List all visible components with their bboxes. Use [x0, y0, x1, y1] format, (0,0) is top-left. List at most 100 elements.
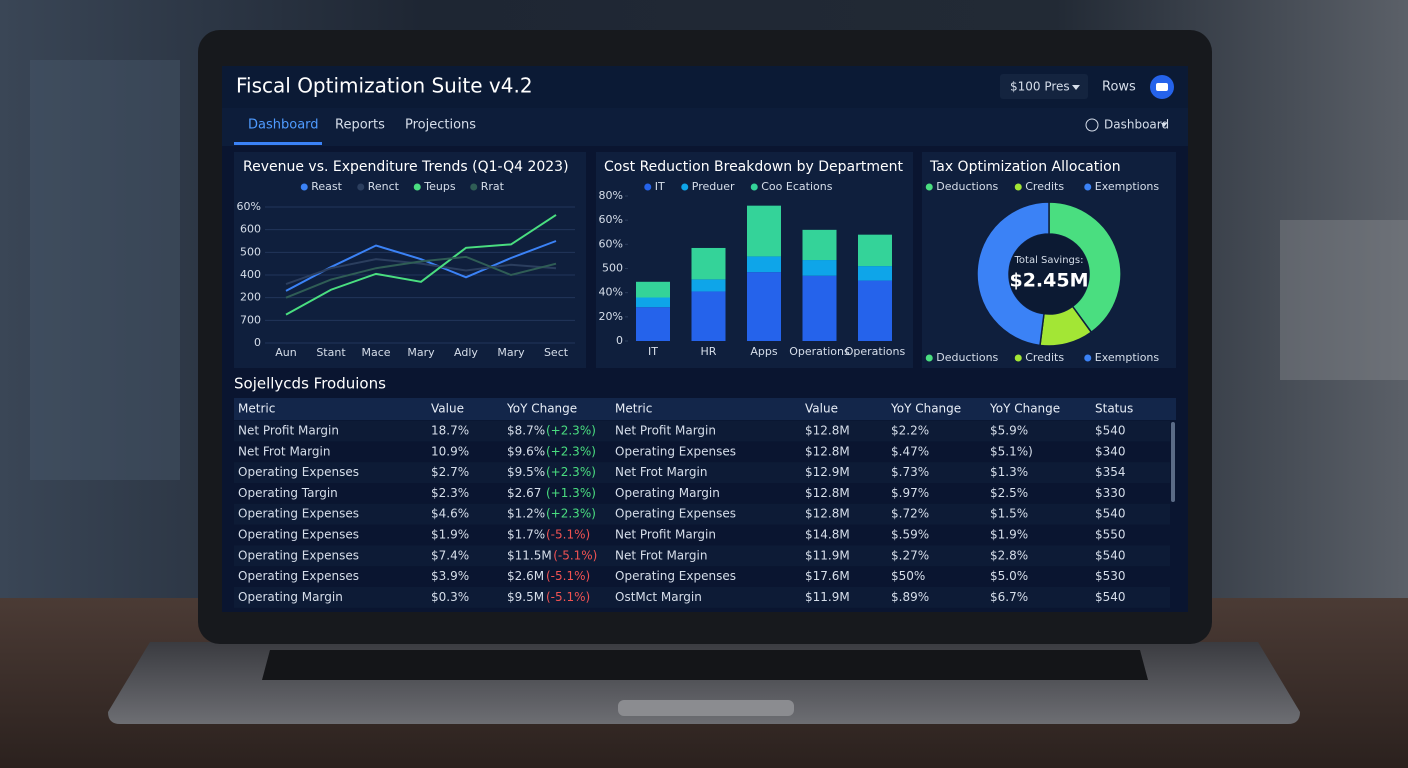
tab-bar [222, 108, 1188, 146]
dropdown-label[interactable]: $100 Pres [1010, 80, 1070, 94]
table-cell: $540 [1095, 548, 1126, 562]
dropdown[interactable] [1000, 74, 1088, 99]
table-cell: $.97% [891, 486, 929, 500]
table-cell: Operating Expenses [238, 548, 359, 562]
table-cell: (-5.1%) [553, 548, 597, 562]
table-cell: $17.6M [805, 569, 850, 583]
table-cell: Net Frot Margin [615, 548, 707, 562]
table-cell: $14.8M [805, 528, 850, 542]
legend-label: Renct [368, 180, 400, 193]
table-cell: $.89% [891, 590, 929, 604]
column-header: YoY Change [890, 402, 961, 416]
table-cell: (+2.3%) [546, 424, 596, 438]
table-cell: $1.3% [990, 465, 1028, 479]
table-cell: $5.1%) [990, 444, 1033, 458]
avatar-icon [1156, 83, 1168, 91]
table-cell: $.72% [891, 507, 929, 521]
keyboard [262, 650, 1148, 680]
table-cell: Net Frot Margin [238, 444, 330, 458]
menu-caret [1161, 123, 1167, 127]
y-tick-label: 40% [599, 286, 623, 299]
table-cell: 10.9% [431, 444, 469, 458]
table-cell: $6.7% [990, 590, 1028, 604]
table-cell: $1.9% [431, 528, 469, 542]
tab[interactable]: Dashboard [248, 118, 319, 133]
table-cell: Operating Margin [615, 486, 720, 500]
right-menu[interactable]: Dashboard [1104, 118, 1169, 132]
table-cell: Net Frot Margin [615, 465, 707, 479]
table-cell: Net Profit Margin [615, 528, 716, 542]
table-cell: $12.8M [805, 486, 850, 500]
table-cell: 18.7% [431, 424, 469, 438]
table-title: Sojellycds Froduions [234, 375, 386, 393]
x-tick-label: Mary [497, 346, 525, 359]
series-line [285, 214, 557, 316]
tab[interactable]: Reports [335, 118, 385, 133]
x-tick-label: Apps [750, 345, 777, 358]
line-panel [234, 152, 586, 368]
table-cell: $354 [1095, 465, 1126, 479]
y-tick-label: 200 [240, 291, 261, 304]
table-cell: Operating Expenses [615, 444, 736, 458]
hinge-notch [618, 700, 794, 716]
table-cell: $12.9M [805, 465, 850, 479]
bar-segment [858, 280, 892, 341]
window-blur [30, 60, 180, 480]
bar-segment [802, 275, 837, 341]
bar-segment [802, 229, 837, 261]
column-header: Metric [615, 402, 652, 416]
legend-label: Deductions [936, 351, 998, 364]
table-cell: $12.8M [805, 424, 850, 438]
legend-dot [413, 183, 421, 191]
legend-dot [470, 183, 478, 191]
legend-dot [1084, 354, 1092, 362]
bar-segment [802, 260, 837, 276]
row-stripe [234, 503, 1170, 525]
legend-dot [357, 183, 365, 191]
y-tick-label: 500 [602, 262, 623, 275]
x-tick-label: Mace [361, 346, 390, 359]
table-cell: $50% [891, 569, 925, 583]
x-tick-label: Aun [275, 346, 296, 359]
table-cell: Operating Expenses [615, 569, 736, 583]
center-label: Total Savings: [1014, 255, 1084, 266]
x-tick-label: Operations [845, 345, 906, 358]
bar-segment [747, 256, 781, 273]
table-cell: $9.5M [507, 590, 544, 604]
table-cell: $5.0% [990, 569, 1028, 583]
legend-dot [681, 183, 689, 191]
legend-dot [644, 183, 652, 191]
table-cell: Operating Targin [238, 486, 338, 500]
table-cell: $8.7% [507, 424, 545, 438]
y-tick-label: 60% [599, 237, 623, 250]
series-line [285, 258, 557, 286]
bar-segment [636, 281, 670, 298]
table-cell: $540 [1095, 424, 1126, 438]
tab[interactable]: Projections [405, 118, 476, 133]
legend-label: Rrat [481, 180, 505, 193]
legend-label: Preduer [692, 180, 735, 193]
chart-title: Cost Reduction Breakdown by Department [604, 159, 903, 175]
x-tick-label: Stant [316, 346, 346, 359]
table-cell: $7.4% [431, 548, 469, 562]
y-tick-label: 80% [599, 189, 623, 202]
app-title: Fiscal Optimization Suite v4.2 [236, 74, 533, 98]
rows-button[interactable]: Rows [1102, 80, 1136, 95]
y-tick-label: 600 [240, 223, 261, 236]
bar-segment [636, 297, 670, 308]
y-tick-label: 400 [240, 268, 261, 281]
table-cell: Operating Expenses [238, 465, 359, 479]
donut-hole [1009, 234, 1089, 314]
scrollbar[interactable] [1171, 422, 1175, 502]
legend-label: Exemptions [1095, 351, 1160, 364]
row-stripe [234, 420, 1170, 442]
table-cell: $2.7% [431, 465, 469, 479]
table-cell: $.27% [891, 548, 929, 562]
table-cell: $2.5% [990, 486, 1028, 500]
column-header: YoY Change [506, 402, 577, 416]
center-value: $2.45M [1009, 270, 1088, 292]
table-cell: $5.9% [990, 424, 1028, 438]
table-cell: $2.67 [507, 486, 541, 500]
bar-segment [747, 205, 781, 257]
x-tick-label: Sect [544, 346, 569, 359]
